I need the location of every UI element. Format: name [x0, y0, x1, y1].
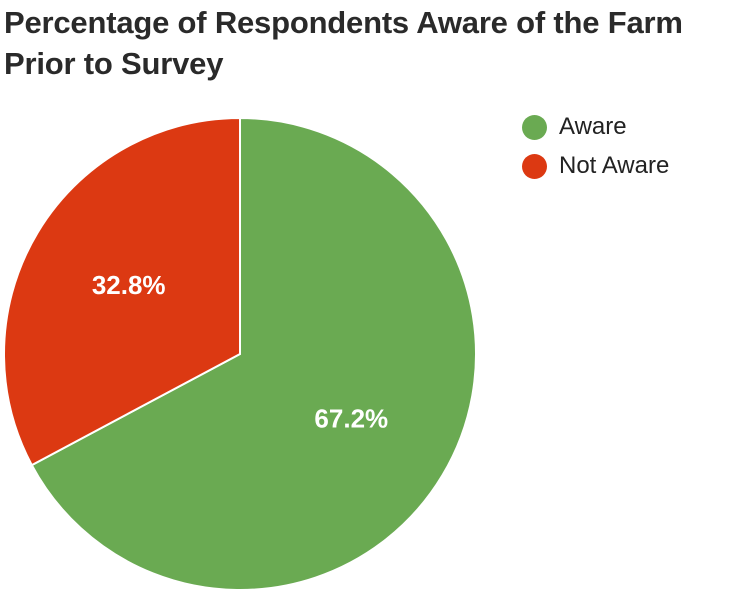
pie-slice-aware[interactable] [30, 116, 477, 591]
slice-label-aware: 67.2% [314, 404, 388, 434]
legend-item-not-aware[interactable]: Not Aware [522, 152, 669, 180]
slice-label-not-aware: 32.8% [92, 270, 166, 300]
chart-title: Percentage of Respondents Aware of the F… [4, 5, 683, 81]
legend-label-aware: Aware [559, 113, 627, 140]
pie-labels: 67.2% 32.8% [92, 270, 388, 434]
legend-label-not-aware: Not Aware [559, 152, 670, 179]
legend-item-aware[interactable]: Aware [522, 113, 669, 141]
pie-slice-not-aware[interactable] [3, 116, 241, 467]
legend-swatch-not-aware [522, 153, 547, 179]
pie-slices [3, 116, 477, 591]
legend-swatch-aware [522, 114, 547, 140]
chart-legend: Aware Not Aware [522, 113, 669, 191]
